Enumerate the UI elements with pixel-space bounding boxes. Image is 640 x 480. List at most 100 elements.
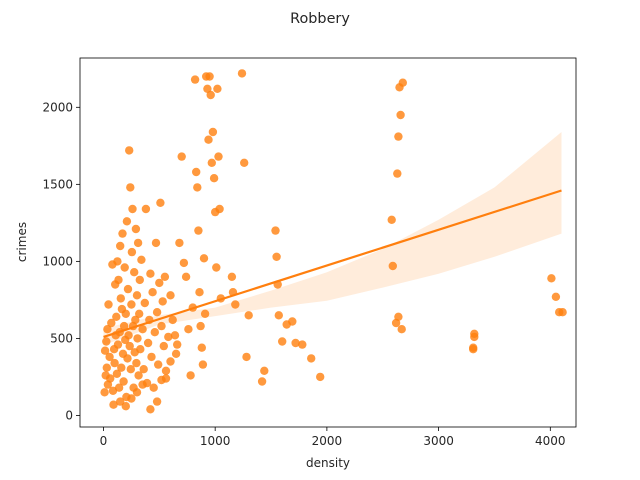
x-tick-label: 0 (100, 434, 108, 448)
data-point (116, 294, 126, 303)
data-point (206, 90, 215, 100)
data-point (170, 331, 180, 340)
data-point (114, 383, 124, 392)
data-point (208, 127, 218, 137)
data-point (131, 224, 141, 234)
data-points-layer (100, 69, 567, 414)
data-point (139, 365, 148, 374)
data-point (195, 288, 204, 297)
data-point (126, 365, 135, 374)
data-point (123, 354, 132, 363)
data-point (298, 340, 307, 349)
data-point (125, 146, 134, 155)
data-point (192, 167, 201, 177)
data-point (161, 366, 171, 375)
data-point (551, 292, 561, 301)
data-point (120, 263, 129, 272)
regression-line (103, 189, 562, 338)
y-tick-label: 1000 (42, 254, 73, 268)
data-point (244, 311, 253, 320)
data-point (237, 69, 247, 78)
plot-frame (79, 57, 577, 428)
data-point (148, 288, 157, 297)
data-point (110, 358, 119, 368)
data-point (190, 75, 200, 84)
data-point (387, 215, 396, 224)
data-point (547, 274, 556, 283)
data-point (396, 110, 405, 120)
data-point (227, 272, 237, 281)
x-axis-ticks: 0 1000 2000 3000 4000 (100, 427, 566, 448)
data-point (177, 152, 186, 161)
confidence-band-layer (103, 132, 562, 346)
data-point (307, 354, 316, 363)
data-point (113, 340, 123, 349)
data-point (100, 346, 110, 355)
data-point (388, 261, 397, 271)
data-point (152, 397, 162, 406)
data-point (200, 309, 210, 318)
data-point (109, 400, 118, 409)
data-point (117, 363, 126, 372)
data-point (134, 371, 143, 380)
data-point (122, 217, 132, 226)
data-point (288, 317, 297, 326)
data-point (150, 328, 159, 337)
data-point (272, 252, 281, 261)
data-point (155, 278, 164, 288)
data-point (291, 338, 300, 348)
data-point (132, 358, 141, 368)
x-tick-label: 4000 (535, 434, 566, 448)
data-point (135, 309, 144, 318)
data-point (173, 340, 182, 349)
data-point (138, 380, 147, 389)
data-point (181, 272, 191, 281)
data-point (212, 263, 221, 272)
x-tick-label: 2000 (312, 434, 343, 448)
data-point (118, 229, 127, 238)
data-point (130, 268, 139, 277)
data-point (102, 337, 111, 346)
regression-line-layer (103, 189, 562, 338)
data-point (151, 238, 161, 248)
data-point (213, 84, 222, 94)
data-point (257, 377, 267, 386)
data-point (147, 352, 156, 362)
data-point (106, 374, 115, 383)
data-point (164, 332, 173, 342)
data-point (105, 352, 114, 362)
data-point (198, 360, 208, 369)
data-point (116, 397, 125, 406)
data-point (123, 284, 133, 294)
data-point (124, 331, 133, 340)
data-point (260, 366, 269, 375)
data-point (114, 275, 123, 285)
data-point (197, 343, 206, 352)
data-point (278, 337, 287, 346)
data-point (104, 300, 113, 309)
data-point (157, 375, 166, 385)
data-point (119, 321, 129, 331)
data-point (135, 275, 144, 285)
data-point (121, 402, 130, 411)
data-point (133, 334, 142, 343)
data-point (138, 325, 147, 334)
data-point (132, 388, 142, 397)
data-point (112, 312, 121, 321)
x-axis-label: density (306, 456, 350, 470)
data-point (393, 169, 402, 178)
data-point (113, 257, 122, 266)
x-tick-label: 1000 (200, 434, 231, 448)
data-point (141, 204, 151, 214)
data-point (199, 254, 209, 263)
data-point (137, 255, 146, 264)
data-point (125, 341, 134, 351)
data-point (166, 291, 175, 300)
data-point (103, 325, 112, 334)
data-point (205, 72, 214, 81)
y-axis-ticks: 0 500 1000 1500 2000 (42, 100, 80, 422)
data-point (242, 352, 251, 362)
y-tick-label: 1500 (42, 177, 73, 191)
data-point (397, 325, 406, 334)
x-tick-label: 3000 (423, 434, 454, 448)
